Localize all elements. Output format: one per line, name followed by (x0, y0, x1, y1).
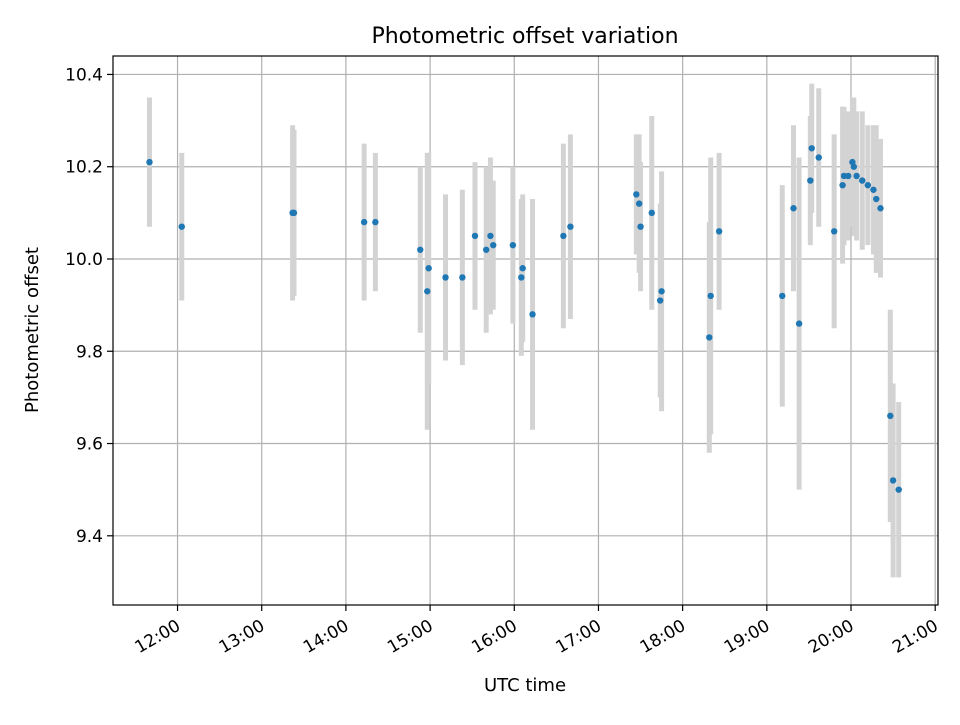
data-point (417, 246, 424, 253)
y-tick-label: 10.0 (65, 250, 103, 270)
data-point (635, 200, 643, 207)
data-point (425, 265, 432, 272)
data-point (707, 292, 714, 300)
data-point (877, 205, 884, 212)
data-point (442, 274, 449, 281)
data-point (424, 288, 431, 295)
data-point (372, 218, 379, 226)
data-point (459, 274, 466, 281)
data-point (839, 181, 846, 189)
data-point (529, 311, 536, 318)
data-point (560, 232, 567, 240)
y-tick-label: 9.4 (76, 527, 103, 547)
data-point (853, 172, 860, 180)
y-axis-label: Photometric offset (22, 247, 43, 413)
chart-title: Photometric offset variation (371, 24, 678, 49)
data-point (656, 297, 664, 304)
data-point (290, 209, 298, 217)
data-point (706, 334, 713, 341)
y-tick-label: 9.8 (76, 342, 103, 362)
data-point (859, 177, 866, 184)
y-tick-label: 9.6 (76, 435, 103, 455)
data-point (873, 195, 880, 203)
data-point (807, 177, 814, 184)
data-point-layer (146, 145, 902, 493)
data-point (360, 218, 368, 226)
data-point (633, 191, 640, 198)
data-point (146, 158, 153, 166)
data-point (518, 274, 525, 281)
y-tick-label: 10.2 (65, 158, 103, 178)
data-point (483, 246, 490, 253)
data-point (471, 232, 479, 240)
data-point (779, 292, 786, 300)
data-point (830, 228, 838, 235)
data-point (715, 228, 723, 235)
data-point (637, 223, 644, 230)
data-point (889, 477, 897, 484)
data-point (815, 154, 822, 161)
data-point (795, 320, 803, 327)
data-point (850, 163, 858, 170)
data-point (864, 181, 872, 189)
data-point (178, 223, 185, 230)
data-point (808, 145, 815, 152)
data-point (790, 205, 797, 212)
data-point (648, 209, 655, 217)
data-point (845, 172, 852, 180)
data-point (895, 486, 902, 493)
data-point (658, 288, 665, 295)
data-point (870, 186, 877, 193)
y-tick-label: 10.4 (65, 65, 103, 85)
data-point (887, 412, 894, 420)
plot-frame (112, 55, 939, 606)
data-point (509, 241, 517, 249)
x-axis-label: UTC time (484, 675, 566, 696)
data-point (519, 265, 526, 272)
data-point (567, 223, 574, 230)
data-point (487, 232, 494, 240)
data-point (490, 241, 497, 249)
